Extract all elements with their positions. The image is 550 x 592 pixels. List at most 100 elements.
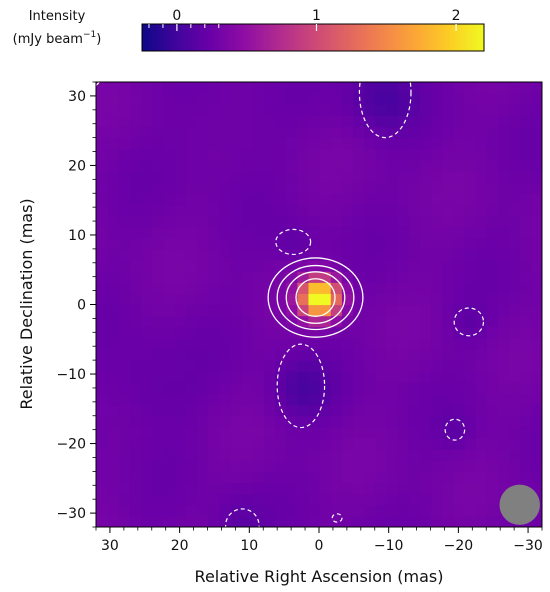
intensity-pixel [463, 159, 476, 172]
intensity-pixel [129, 271, 142, 283]
intensity-pixel [341, 449, 354, 461]
intensity-pixel [430, 148, 443, 161]
intensity-pixel [274, 315, 287, 328]
intensity-pixel [296, 159, 309, 172]
intensity-pixel [475, 349, 487, 361]
intensity-pixel [497, 126, 510, 139]
intensity-pixel [330, 282, 342, 294]
intensity-pixel [397, 104, 409, 116]
intensity-pixel [96, 471, 108, 484]
intensity-pixel [96, 260, 108, 272]
intensity-pixel [207, 371, 220, 383]
intensity-pixel [341, 115, 354, 128]
intensity-pixel [397, 237, 409, 250]
intensity-pixel [229, 515, 242, 527]
intensity-pixel [497, 438, 510, 450]
intensity-pixel [218, 271, 231, 283]
intensity-pixel [285, 204, 298, 217]
intensity-pixel [307, 171, 320, 183]
intensity-pixel [452, 360, 465, 372]
intensity-pixel [185, 260, 197, 272]
intensity-pixel [274, 382, 287, 395]
intensity-pixel [330, 382, 342, 395]
intensity-pixel [519, 393, 532, 406]
intensity-pixel [118, 315, 131, 328]
intensity-pixel [162, 204, 175, 217]
intensity-pixel [408, 393, 420, 406]
intensity-pixel [296, 282, 309, 294]
intensity-pixel [430, 360, 443, 372]
intensity-pixel [363, 182, 376, 194]
intensity-pixel [463, 438, 476, 450]
intensity-pixel [252, 126, 264, 139]
intensity-pixel [240, 471, 253, 484]
intensity-pixel [129, 293, 142, 306]
intensity-pixel [107, 159, 119, 172]
intensity-pixel [441, 82, 454, 94]
intensity-pixel [118, 115, 131, 128]
intensity-pixel [307, 293, 320, 306]
intensity-pixel [218, 449, 231, 461]
intensity-pixel [408, 337, 420, 350]
intensity-pixel [274, 449, 287, 461]
intensity-pixel [229, 226, 242, 239]
intensity-pixel [285, 104, 298, 116]
intensity-pixel [408, 204, 420, 217]
intensity-pixel [530, 159, 542, 172]
intensity-pixel [463, 271, 476, 283]
intensity-pixel [363, 515, 376, 527]
intensity-pixel [352, 315, 365, 328]
intensity-pixel [419, 382, 432, 395]
intensity-pixel [475, 315, 487, 328]
intensity-pixel [452, 182, 465, 194]
intensity-pixel [430, 182, 443, 194]
intensity-pixel [430, 271, 443, 283]
intensity-pixel [519, 271, 532, 283]
intensity-pixel [486, 226, 498, 239]
intensity-pixel [296, 226, 309, 239]
intensity-pixel [475, 115, 487, 128]
intensity-pixel [118, 248, 131, 261]
intensity-pixel [274, 237, 287, 250]
intensity-pixel [296, 493, 309, 506]
intensity-pixel [408, 226, 420, 239]
x-tick-label: −20 [444, 538, 474, 554]
intensity-pixel [430, 137, 443, 150]
intensity-pixel [307, 137, 320, 150]
intensity-pixel [352, 349, 365, 361]
intensity-pixel [207, 93, 220, 105]
intensity-pixel [319, 126, 331, 139]
intensity-pixel [475, 438, 487, 450]
intensity-pixel [497, 471, 510, 484]
intensity-pixel [430, 226, 443, 239]
intensity-pixel [463, 282, 476, 294]
intensity-pixel [96, 482, 108, 495]
intensity-pixel [530, 404, 542, 417]
intensity-pixel [452, 293, 465, 306]
intensity-pixel [285, 293, 298, 306]
intensity-pixel [408, 304, 420, 317]
intensity-pixel [452, 493, 465, 506]
intensity-pixel [475, 171, 487, 183]
intensity-pixel [207, 382, 220, 395]
intensity-pixel [430, 482, 443, 495]
intensity-pixel [274, 215, 287, 228]
intensity-pixel [174, 515, 186, 527]
intensity-pixel [207, 115, 220, 128]
intensity-pixel [140, 426, 153, 439]
intensity-pixel [363, 337, 376, 350]
intensity-pixel [296, 93, 309, 105]
intensity-pixel [218, 93, 231, 105]
intensity-pixel [307, 248, 320, 261]
intensity-pixel [497, 237, 510, 250]
intensity-pixel [408, 326, 420, 339]
intensity-pixel [118, 82, 131, 94]
intensity-pixel [319, 248, 331, 261]
intensity-pixel [352, 282, 365, 294]
intensity-pixel [118, 349, 131, 361]
intensity-pixel [129, 226, 142, 239]
intensity-pixel [452, 115, 465, 128]
intensity-pixel [519, 404, 532, 417]
